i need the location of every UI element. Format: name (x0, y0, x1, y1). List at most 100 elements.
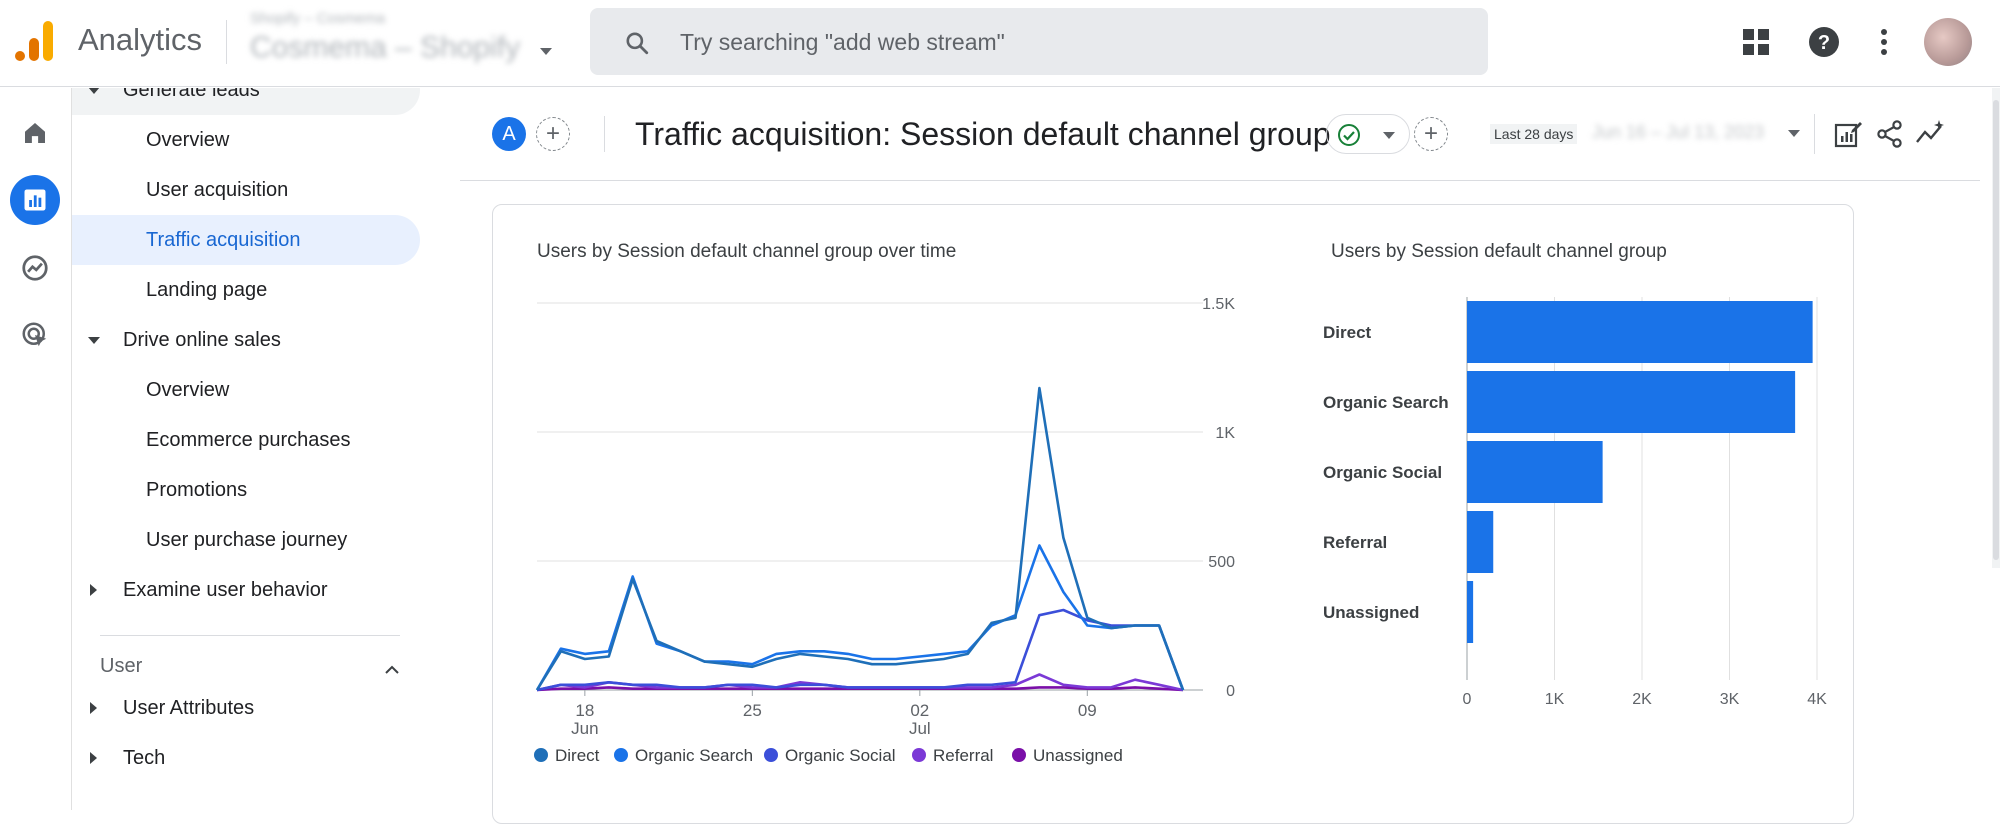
x-tick-label: 3K (1720, 691, 1740, 708)
comparison-badge[interactable]: A (492, 117, 526, 151)
topbar-divider (226, 20, 227, 64)
category-label: Direct (1323, 323, 1372, 342)
rail-explore[interactable] (10, 243, 60, 293)
nav-examine-user-behavior[interactable]: Examine user behavior (72, 565, 422, 615)
search-bar[interactable] (590, 8, 1488, 75)
nav-item-label: User Attributes (123, 696, 255, 719)
nav-item-label: Examine user behavior (123, 578, 328, 601)
bar-direct (1467, 301, 1813, 363)
analytics-logo-icon (15, 21, 53, 61)
add-filter-button[interactable]: + (1414, 117, 1448, 151)
nav-item-label: Drive online sales (123, 328, 281, 351)
date-range-value[interactable]: Jun 16 – Jul 13, 2023 (1592, 122, 1765, 142)
top-app-bar: Analytics Shopify – Cosmema Cosmema – Sh… (0, 0, 2000, 87)
app-name: Analytics (78, 22, 203, 57)
chevron-up-icon[interactable] (384, 664, 400, 676)
apps-grid-icon[interactable] (1738, 24, 1774, 60)
add-icon: + (545, 120, 560, 147)
bar-chart[interactable]: 0 1K 2K 3K 4K Direct Organic Search Organic Soc… (1323, 285, 1843, 725)
y-tick-label: 500 (1208, 554, 1235, 571)
nav-user-purchase-journey[interactable]: User purchase journey (72, 515, 422, 565)
scrollbar-thumb[interactable] (1993, 100, 1999, 560)
nav-section-user[interactable]: User (100, 655, 143, 677)
y-tick-label: 1.5K (1202, 296, 1235, 313)
search-icon (626, 32, 649, 55)
insights-icon[interactable] (1914, 118, 1946, 150)
bar-referral (1467, 511, 1494, 573)
advertising-icon (22, 322, 47, 347)
x-tick-label: 25 (743, 701, 762, 720)
nav-tech[interactable]: Tech (72, 733, 422, 783)
bar-unassigned (1467, 581, 1474, 643)
legend-marker (534, 748, 548, 762)
nav-item-label: Tech (123, 746, 166, 769)
home-icon (25, 123, 45, 143)
x-tick-label: 1K (1545, 691, 1565, 708)
expand-less-icon (88, 337, 100, 344)
nav-item-label: User purchase journey (146, 528, 348, 551)
property-selector[interactable]: Shopify – Cosmema Cosmema – Shopify (250, 10, 520, 65)
category-label: Referral (1323, 533, 1387, 552)
legend-label: Organic Social (785, 746, 896, 765)
date-dropdown-icon[interactable] (1788, 130, 1800, 137)
customize-report-icon[interactable] (1832, 118, 1864, 150)
nav-promotions[interactable]: Promotions (72, 465, 422, 515)
x-tick-month: Jul (909, 719, 931, 738)
x-tick-label: 09 (1078, 701, 1097, 720)
reports-icon (24, 189, 46, 211)
legend-label: Unassigned (1033, 746, 1123, 765)
nav-rail (0, 88, 72, 810)
legend-label: Referral (933, 746, 993, 765)
nav-item-label: User acquisition (146, 178, 289, 201)
report-status-button[interactable] (1326, 114, 1410, 154)
x-tick-month: Jun (571, 719, 598, 738)
header-rule (460, 180, 1980, 181)
bar-chart-title: Users by Session default channel group (1331, 241, 1667, 262)
line-chart-title: Users by Session default channel group o… (537, 241, 957, 262)
nav-traffic-acquisition[interactable]: Traffic acquisition (72, 215, 420, 265)
legend-label: Direct (555, 746, 600, 765)
x-tick-label: 0 (1463, 691, 1472, 708)
explore-icon (22, 255, 48, 281)
nav-overview-leads[interactable]: Overview (72, 115, 422, 165)
expand-more-icon (90, 752, 97, 764)
nav-generate-leads[interactable]: Generate leads (72, 88, 420, 115)
nav-item-label: Ecommerce purchases (146, 428, 351, 451)
nav-item-label: Traffic acquisition (146, 228, 301, 251)
account-name: Shopify – Cosmema (250, 10, 386, 27)
expand-more-icon (90, 702, 97, 714)
rail-reports[interactable] (10, 175, 60, 225)
legend-marker (614, 748, 628, 762)
date-range-label[interactable]: Last 28 days (1490, 124, 1578, 144)
nav-overview-sales[interactable]: Overview (72, 365, 422, 415)
category-label: Organic Social (1323, 463, 1442, 482)
rail-home[interactable] (10, 108, 60, 158)
nav-divider (100, 635, 400, 636)
legend-marker (764, 748, 778, 762)
nav-item-label: Landing page (146, 278, 268, 301)
x-tick-label: 18 (575, 701, 594, 720)
header-divider (1814, 114, 1815, 154)
share-icon[interactable] (1874, 118, 1906, 150)
account-avatar[interactable] (1924, 18, 1972, 66)
help-icon[interactable]: ? (1806, 24, 1842, 60)
more-vert-icon[interactable] (1866, 24, 1902, 60)
check-circle-icon (1338, 124, 1360, 146)
rail-advertising[interactable] (10, 310, 60, 360)
series-line-direct (535, 386, 1185, 691)
nav-item-label: Overview (146, 378, 230, 401)
search-input[interactable] (680, 26, 1380, 58)
nav-ecommerce-purchases[interactable]: Ecommerce purchases (72, 415, 422, 465)
category-label: Unassigned (1323, 603, 1419, 622)
nav-item-label: Promotions (146, 478, 248, 501)
property-dropdown-icon[interactable] (540, 48, 552, 55)
legend-label: Organic Search (635, 746, 753, 765)
nav-item-label: Overview (146, 128, 230, 151)
nav-landing-page[interactable]: Landing page (72, 265, 422, 315)
nav-user-attributes[interactable]: User Attributes (72, 683, 422, 733)
add-comparison-button[interactable]: + (536, 117, 570, 151)
nav-user-acquisition[interactable]: User acquisition (72, 165, 422, 215)
nav-drive-online-sales[interactable]: Drive online sales (72, 315, 422, 365)
chevron-down-icon (1383, 132, 1395, 139)
